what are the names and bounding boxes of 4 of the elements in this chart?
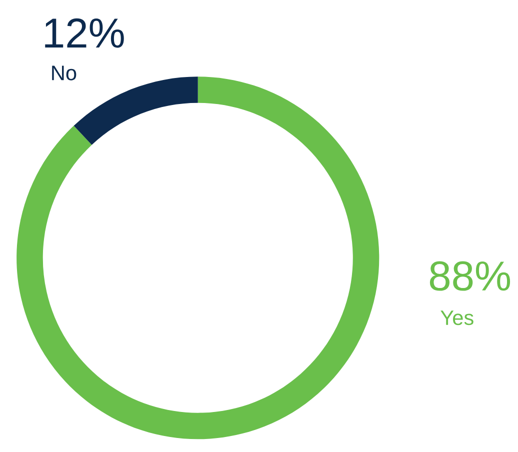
data-label: 12% <box>45 18 124 48</box>
slice-label: No <box>52 66 76 80</box>
slice-label: Yes <box>440 310 474 326</box>
data-label: 88% <box>430 261 510 291</box>
